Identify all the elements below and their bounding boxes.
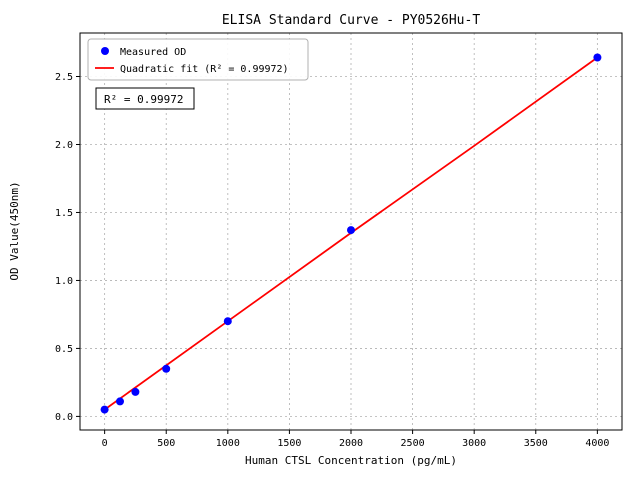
plot-border (79, 32, 623, 431)
r-squared-annotation-text: R² = 0.99972 (104, 93, 183, 106)
x-tick-label: 3500 (524, 438, 548, 449)
x-tick-label: 2000 (339, 438, 363, 449)
chart-title: ELISA Standard Curve - PY0526Hu-T (222, 13, 480, 28)
measured-od-point (223, 317, 232, 326)
legend-label-measured-od: Measured OD (120, 47, 186, 58)
x-tick-label: 3000 (462, 438, 486, 449)
x-tick-label: 1000 (216, 438, 240, 449)
x-axis-label: Human CTSL Concentration (pg/mL) (245, 454, 457, 467)
measured-od-point (162, 364, 171, 373)
legend: Measured OD Quadratic fit (R² = 0.99972) (87, 38, 309, 81)
axis-ticks: 0 500 1000 1500 2000 2500 3000 3500 4000 0.0 0.5 1.… (55, 72, 609, 449)
measured-od-point (593, 53, 602, 62)
y-tick-label: 2.5 (55, 72, 73, 83)
measured-od-point (100, 405, 109, 414)
r-squared-annotation: R² = 0.99972 (95, 87, 195, 110)
x-tick-label: 2500 (401, 438, 425, 449)
legend-marker-measured-od-dot (101, 47, 109, 55)
x-tick-label: 4000 (585, 438, 609, 449)
x-tick-label: 0 (102, 438, 108, 449)
legend-box (87, 38, 309, 81)
measured-od-point (131, 387, 140, 396)
y-tick-label: 2.0 (55, 140, 73, 151)
y-tick-label: 1.5 (55, 208, 73, 219)
measured-od-point (347, 226, 355, 235)
y-tick-label: 0.0 (55, 412, 73, 423)
x-tick-label: 1500 (277, 438, 301, 449)
legend-label-quadratic-fit: Quadratic fit (R² = 0.99972) (120, 64, 289, 75)
y-tick-label: 1.0 (55, 276, 73, 287)
gridlines (80, 33, 622, 430)
y-tick-label: 0.5 (55, 344, 73, 355)
y-axis-label: OD Value(450nm) (8, 181, 21, 280)
x-tick-label: 500 (157, 438, 175, 449)
r-squared-annotation-box (95, 87, 195, 110)
data-series (100, 53, 602, 414)
measured-od-point (116, 397, 124, 406)
